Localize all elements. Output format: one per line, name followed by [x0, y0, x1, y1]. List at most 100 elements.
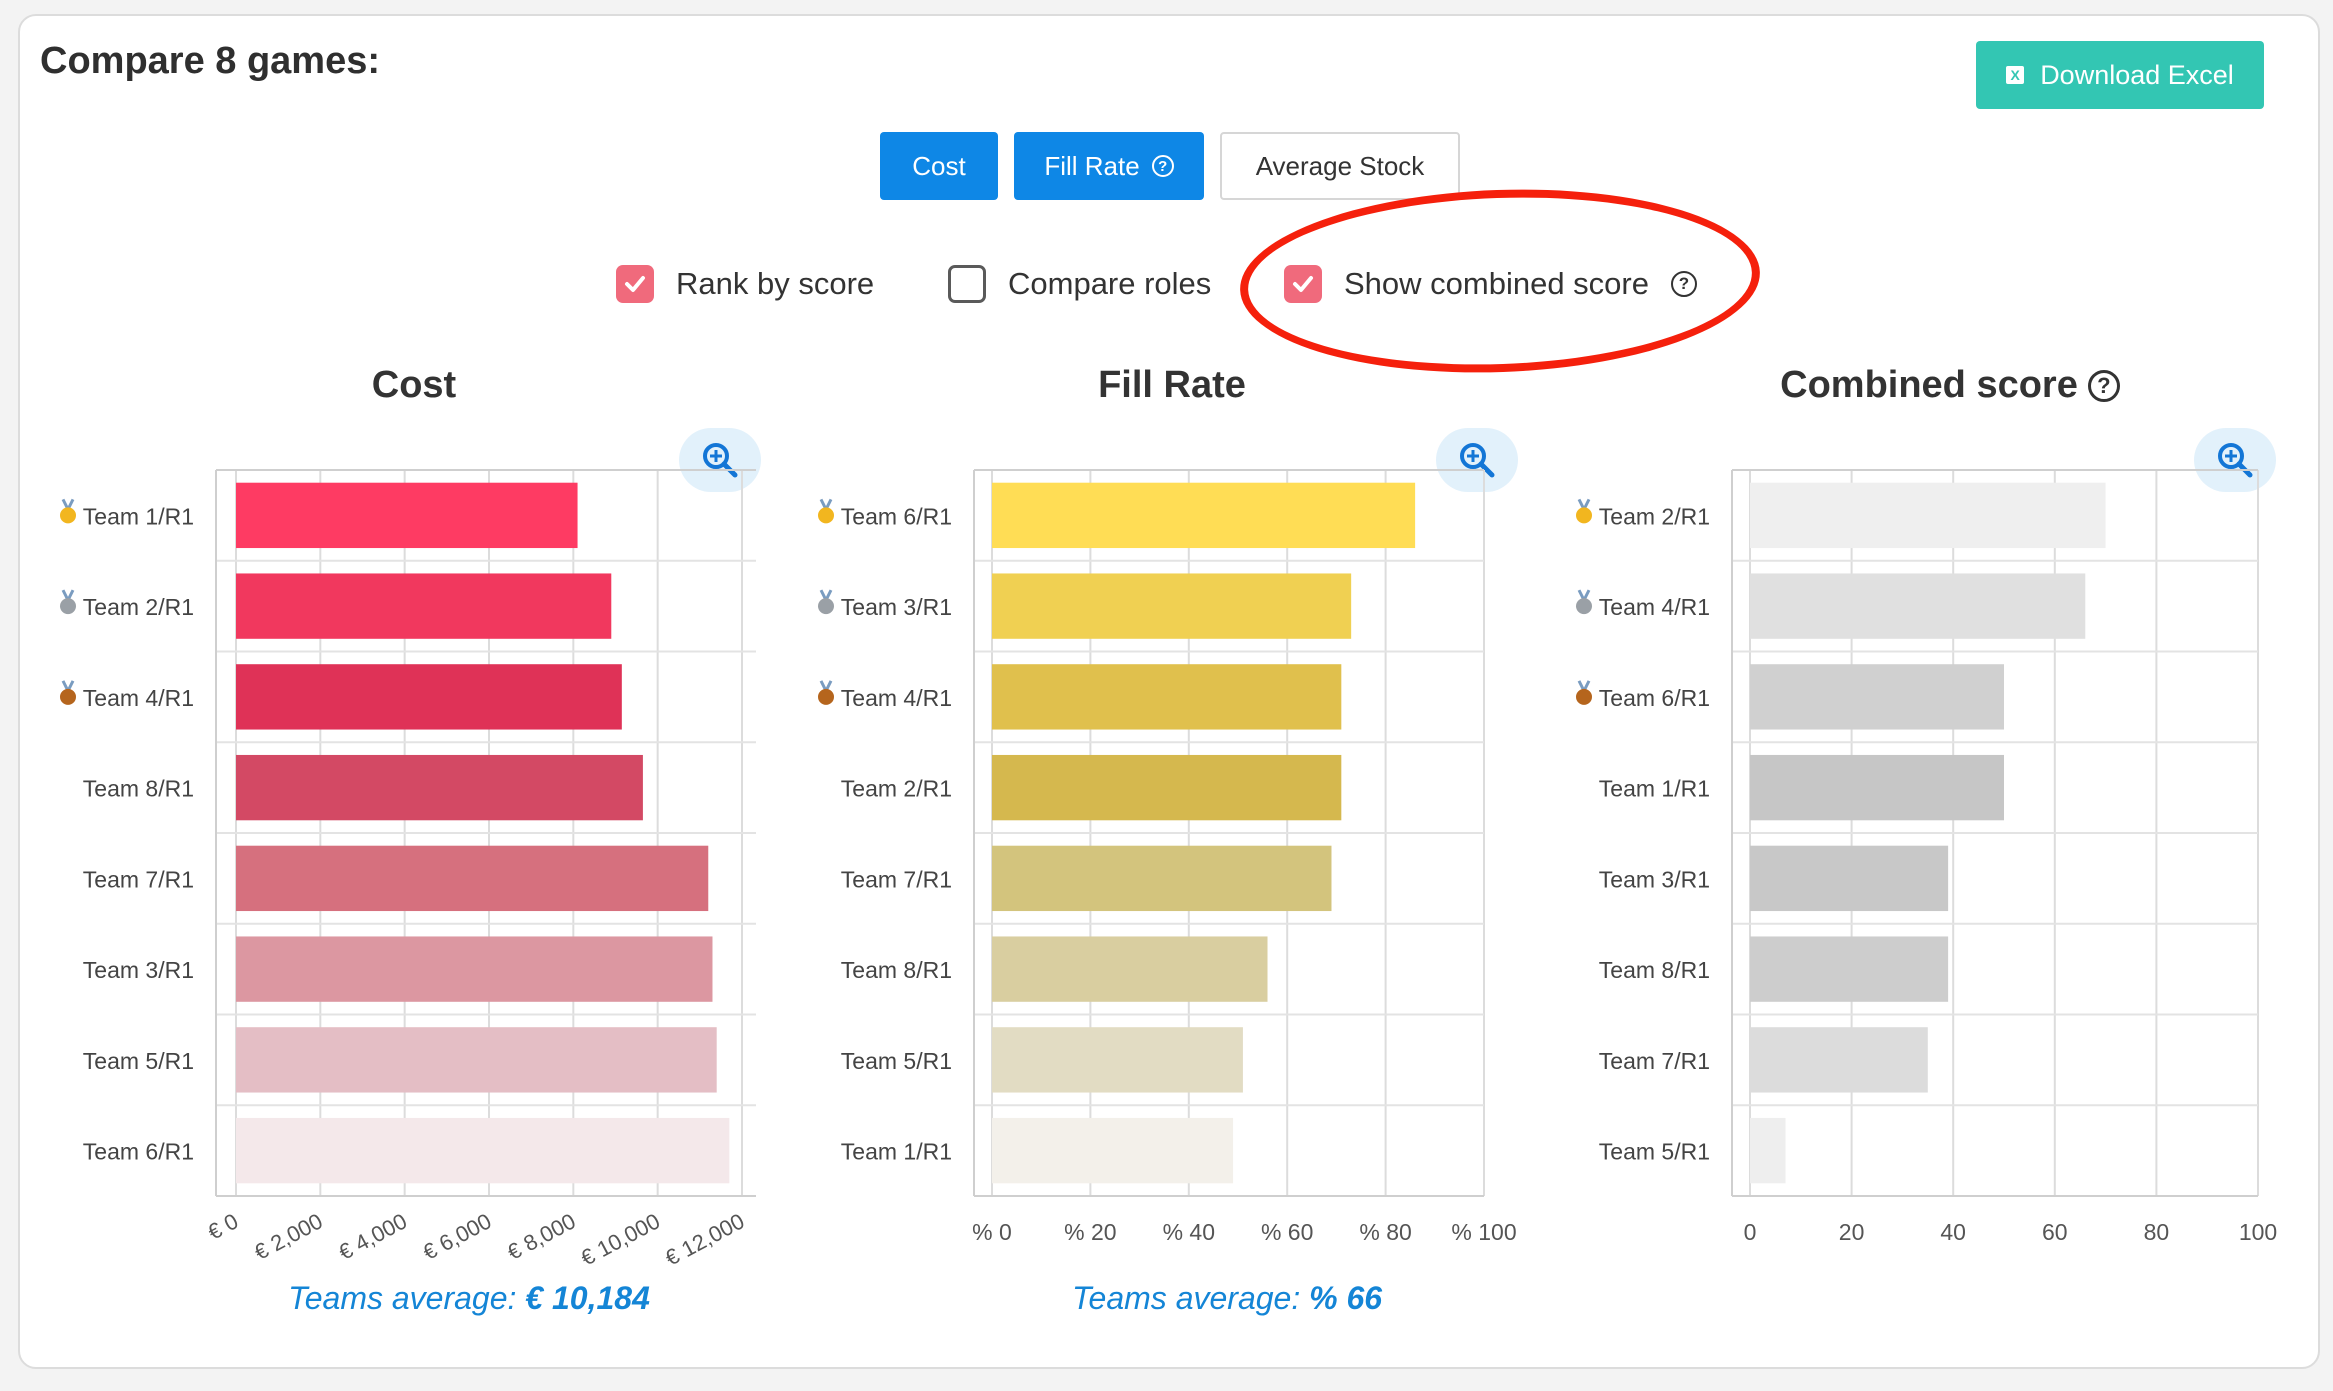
show-combined-score-checkbox[interactable] — [1284, 265, 1322, 303]
cost-average-value: € 10,184 — [525, 1280, 650, 1316]
fill-rate-category-label: Team 2/R1 — [841, 776, 952, 802]
cost-tick-label: € 0 — [204, 1208, 243, 1244]
fill-rate-category-label: Team 8/R1 — [841, 957, 952, 983]
combined-score-bar-3 — [1750, 664, 2004, 730]
show-combined-score-label: Show combined score — [1344, 266, 1649, 301]
page-title: Compare 8 games: — [40, 40, 381, 82]
cost-teams-average: Teams average: € 10,184 — [214, 1280, 724, 1317]
cost-category-label: Team 5/R1 — [83, 1048, 194, 1074]
cost-zoom-button[interactable] — [679, 428, 761, 492]
combined-score-bar-5 — [1750, 845, 1949, 912]
combined-score-chart-title-text: Combined score — [1780, 364, 2078, 406]
combined-score-category-label: Team 5/R1 — [1599, 1139, 1710, 1165]
combined-score-tick-label: 80 — [2144, 1219, 2170, 1245]
combined-score-category-label: Team 1/R1 — [1599, 776, 1710, 802]
fill-rate-bar-4 — [992, 754, 1342, 821]
combined-score-bar-6 — [1750, 936, 1949, 1002]
compare-roles-option[interactable]: Compare roles — [948, 262, 1211, 306]
combined-score-tick-label: 20 — [1839, 1219, 1865, 1245]
cost-category-label: Team 1/R1 — [83, 503, 194, 529]
download-excel-button[interactable]: X Download Excel — [1976, 41, 2264, 109]
help-icon[interactable]: ? — [1151, 155, 1174, 177]
cost-tick-label: € 6,000 — [419, 1208, 496, 1265]
cost-metric-button[interactable]: Cost — [880, 132, 998, 200]
cost-tick-label: € 10,000 — [577, 1208, 664, 1270]
rank-by-score-option[interactable]: Rank by score — [616, 262, 874, 306]
fill-rate-metric-button[interactable]: Fill Rate ? — [1014, 132, 1204, 200]
cost-tick-label: € 12,000 — [661, 1208, 748, 1270]
combined-score-zoom-button[interactable] — [2194, 428, 2276, 492]
fill-rate-zoom-button[interactable] — [1436, 428, 1518, 492]
cost-tick-label: € 4,000 — [334, 1208, 411, 1265]
combined-score-chart-title: Combined score ? — [1710, 364, 2190, 407]
gold-medal-icon — [60, 507, 76, 524]
fill-rate-bar-6 — [992, 936, 1268, 1002]
cost-tick-label: € 2,000 — [250, 1208, 327, 1265]
combined-score-tick-label: 100 — [2239, 1219, 2277, 1245]
fill-rate-metric-label: Fill Rate — [1044, 150, 1140, 181]
cost-chart-title: Cost — [214, 364, 614, 407]
fill-rate-bar-2 — [992, 573, 1352, 639]
cost-bar-6 — [236, 936, 713, 1002]
compare-roles-checkbox[interactable] — [948, 265, 986, 303]
cost-bar-7 — [236, 1027, 717, 1093]
cost-tick-label: € 8,000 — [503, 1208, 580, 1265]
excel-icon: X — [2006, 66, 2025, 84]
help-icon[interactable]: ? — [1671, 271, 1697, 297]
fill-rate-tick-label: % 80 — [1359, 1219, 1411, 1245]
fill-rate-chart-title: Fill Rate — [972, 364, 1372, 407]
average-stock-metric-button[interactable]: Average Stock — [1220, 132, 1460, 200]
combined-score-bar-1 — [1750, 482, 2106, 549]
fill-rate-bar-1 — [992, 482, 1416, 549]
compare-roles-label: Compare roles — [1008, 266, 1212, 301]
help-icon[interactable]: ? — [2087, 369, 2120, 402]
combined-score-tick-label: 0 — [1744, 1219, 1757, 1245]
fill-rate-tick-label: % 100 — [1451, 1219, 1516, 1245]
silver-medal-icon — [818, 598, 834, 615]
fill-rate-category-label: Team 6/R1 — [841, 503, 952, 529]
cost-category-label: Team 7/R1 — [83, 866, 194, 892]
cost-bar-1 — [236, 482, 578, 549]
combined-score-bar-8 — [1750, 1117, 1786, 1184]
silver-medal-icon — [60, 598, 76, 615]
fill-rate-average-value: % 66 — [1309, 1280, 1383, 1316]
combined-score-bar-2 — [1750, 573, 2086, 639]
cost-category-label: Team 2/R1 — [83, 594, 194, 620]
fill-rate-category-label: Team 1/R1 — [841, 1139, 952, 1165]
combined-score-category-label: Team 4/R1 — [1599, 594, 1710, 620]
fill-rate-bar-5 — [992, 845, 1332, 912]
cost-bar-3 — [236, 664, 622, 730]
fill-rate-category-label: Team 4/R1 — [841, 685, 952, 711]
fill-rate-chart-title-text: Fill Rate — [1098, 364, 1246, 406]
rank-by-score-checkbox[interactable] — [616, 265, 654, 303]
combined-score-tick-label: 60 — [2042, 1219, 2068, 1245]
combined-score-category-label: Team 7/R1 — [1599, 1048, 1710, 1074]
cost-bar-2 — [236, 573, 612, 639]
fill-rate-bar-7 — [992, 1027, 1243, 1093]
cost-category-label: Team 8/R1 — [83, 776, 194, 802]
cost-category-label: Team 4/R1 — [83, 685, 194, 711]
bronze-medal-icon — [818, 688, 834, 705]
bronze-medal-icon — [1576, 688, 1592, 705]
fill-rate-bar-8 — [992, 1117, 1234, 1184]
fill-rate-category-label: Team 7/R1 — [841, 866, 952, 892]
fill-rate-tick-label: % 20 — [1064, 1219, 1116, 1245]
fill-rate-tick-label: % 0 — [972, 1219, 1012, 1245]
fill-rate-bar-3 — [992, 664, 1342, 730]
fill-rate-category-label: Team 3/R1 — [841, 594, 952, 620]
cost-chart-title-text: Cost — [371, 364, 457, 406]
zoom-in-icon — [1460, 443, 1495, 478]
fill-rate-category-label: Team 5/R1 — [841, 1048, 952, 1074]
cost-average-label: Teams average: — [288, 1280, 517, 1316]
gold-medal-icon — [1576, 507, 1592, 524]
bronze-medal-icon — [60, 688, 76, 705]
cost-bar-8 — [236, 1117, 730, 1184]
download-excel-label: Download Excel — [2040, 59, 2234, 90]
checkmark-icon — [1293, 276, 1313, 292]
checkmark-icon — [625, 276, 645, 292]
cost-bar-4 — [236, 754, 643, 821]
fill-rate-teams-average: Teams average: % 66 — [972, 1280, 1482, 1317]
show-combined-score-option[interactable]: Show combined score ? — [1284, 262, 1697, 306]
cost-category-label: Team 3/R1 — [83, 957, 194, 983]
